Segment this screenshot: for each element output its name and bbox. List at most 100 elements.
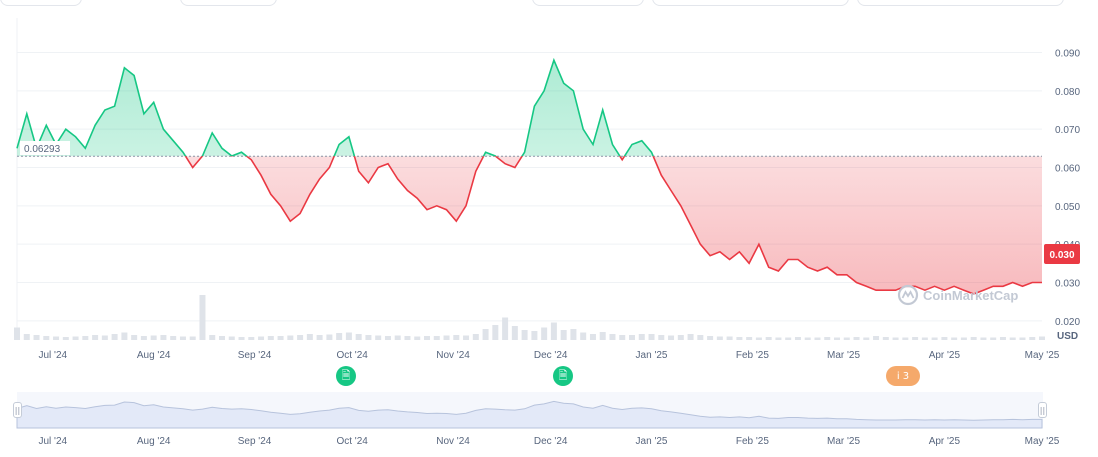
volume-bar [609, 334, 616, 340]
volume-bar [736, 337, 743, 340]
navigator-tick-label: Aug '24 [137, 436, 171, 447]
volume-bar [101, 335, 108, 340]
x-tick-label: Nov '24 [436, 350, 470, 361]
volume-bar [941, 337, 948, 340]
volume-bar [384, 336, 391, 340]
volume-bar [92, 335, 99, 340]
volume-bar [687, 334, 694, 340]
navigator-tick-label: Nov '24 [436, 436, 470, 447]
volume-bar [14, 327, 20, 340]
y-tick-label: 0.090 [1055, 49, 1080, 60]
volume-bar [746, 337, 753, 340]
volume-bar [580, 332, 587, 340]
volume-bar [62, 337, 69, 340]
baseline-label: 0.06293 [24, 144, 61, 155]
volume-bar [414, 336, 421, 340]
volume-bar [589, 334, 596, 340]
volume-bar [375, 335, 382, 340]
volume-bar [228, 336, 235, 340]
current-price-label: 0.030 [1049, 250, 1074, 261]
volume-bar [785, 337, 792, 340]
watermark: CoinMarketCap [897, 284, 1018, 306]
volume-bar [121, 332, 128, 340]
volume-bar [765, 337, 772, 340]
volume-bar [951, 337, 958, 340]
volume-bar [726, 336, 733, 340]
volume-bar [511, 326, 518, 340]
navigator-tick-label: Mar '25 [827, 436, 860, 447]
volume-bar [960, 337, 967, 340]
volume-bar [316, 335, 323, 340]
volume-bar [492, 325, 499, 340]
volume-bar [794, 337, 801, 340]
volume-bar [863, 337, 870, 340]
volume-bar [199, 295, 206, 340]
volume-bar [892, 337, 899, 340]
volume-bar [189, 336, 196, 340]
volume-bar [755, 337, 762, 340]
volume-bar [560, 330, 567, 340]
navigator-left-handle[interactable]: || [13, 402, 22, 418]
y-tick-label: 0.060 [1055, 164, 1080, 175]
volume-bar [707, 336, 714, 340]
volume-bar [170, 336, 177, 340]
volume-bar [882, 337, 889, 340]
coinmarketcap-logo-icon [897, 284, 919, 306]
volume-bar [160, 335, 167, 340]
currency-label: USD [1057, 331, 1078, 342]
volume-bar [853, 337, 860, 340]
volume-bar [990, 337, 997, 340]
navigator-tick-label: Jan '25 [636, 436, 668, 447]
volume-bar [43, 336, 50, 340]
navigator-tick-label: Dec '24 [534, 436, 568, 447]
volume-bar [23, 334, 30, 340]
volume-bar [834, 337, 840, 340]
volume-bar [404, 336, 411, 340]
volume-bar [970, 337, 977, 340]
volume-bar [326, 334, 333, 340]
volume-bar [999, 337, 1006, 340]
volume-bar [219, 336, 225, 340]
navigator-ticks: Jul '24 Aug '24 Sep '24 Oct '24 Nov '24 Dec '… [38, 436, 1059, 447]
navigator-tick-label: Apr '25 [929, 436, 961, 447]
navigator-tick-label: Oct '24 [336, 436, 368, 447]
navigator-right-handle[interactable]: || [1038, 402, 1047, 418]
volume-bar [82, 336, 89, 340]
event-marker-document[interactable]: 🗎 [553, 366, 573, 386]
volume-bar [150, 335, 157, 340]
volume-bar [433, 336, 440, 340]
volume-bar [550, 322, 557, 340]
event-marker-document[interactable]: 🗎 [336, 366, 356, 386]
volume-bar [1009, 337, 1016, 340]
event-marker-info[interactable]: i 3 [886, 366, 920, 386]
volume-bar [1029, 337, 1036, 340]
document-icon: 🗎 [341, 368, 351, 382]
volume-bar [570, 329, 577, 340]
document-icon: 🗎 [558, 368, 568, 382]
y-tick-label: 0.050 [1055, 202, 1080, 213]
volume-bar [453, 335, 460, 340]
volume-bar [140, 336, 147, 340]
volume-bar [912, 337, 919, 340]
x-tick-label: Oct '24 [336, 350, 368, 361]
volume-bar [873, 336, 880, 340]
y-tick-label: 0.020 [1055, 317, 1080, 328]
x-tick-label: Sep '24 [238, 350, 272, 361]
watermark-text: CoinMarketCap [923, 288, 1018, 303]
x-tick-label: Jan '25 [636, 350, 668, 361]
volume-bar [424, 336, 430, 340]
volume-bar [824, 337, 831, 340]
volume-bar [287, 335, 294, 340]
navigator-tick-label: Feb '25 [736, 436, 769, 447]
baseline-label-bg [20, 141, 70, 155]
volume-bar [638, 334, 645, 340]
x-tick-label: Feb '25 [736, 350, 769, 361]
volume-bar [394, 335, 401, 340]
volume-bar [668, 335, 675, 340]
volume-bar [1019, 337, 1026, 340]
x-tick-label: Jul '24 [38, 350, 67, 361]
volume-bar [345, 332, 352, 340]
volume-bar [277, 336, 284, 340]
volume-bar [521, 330, 528, 340]
